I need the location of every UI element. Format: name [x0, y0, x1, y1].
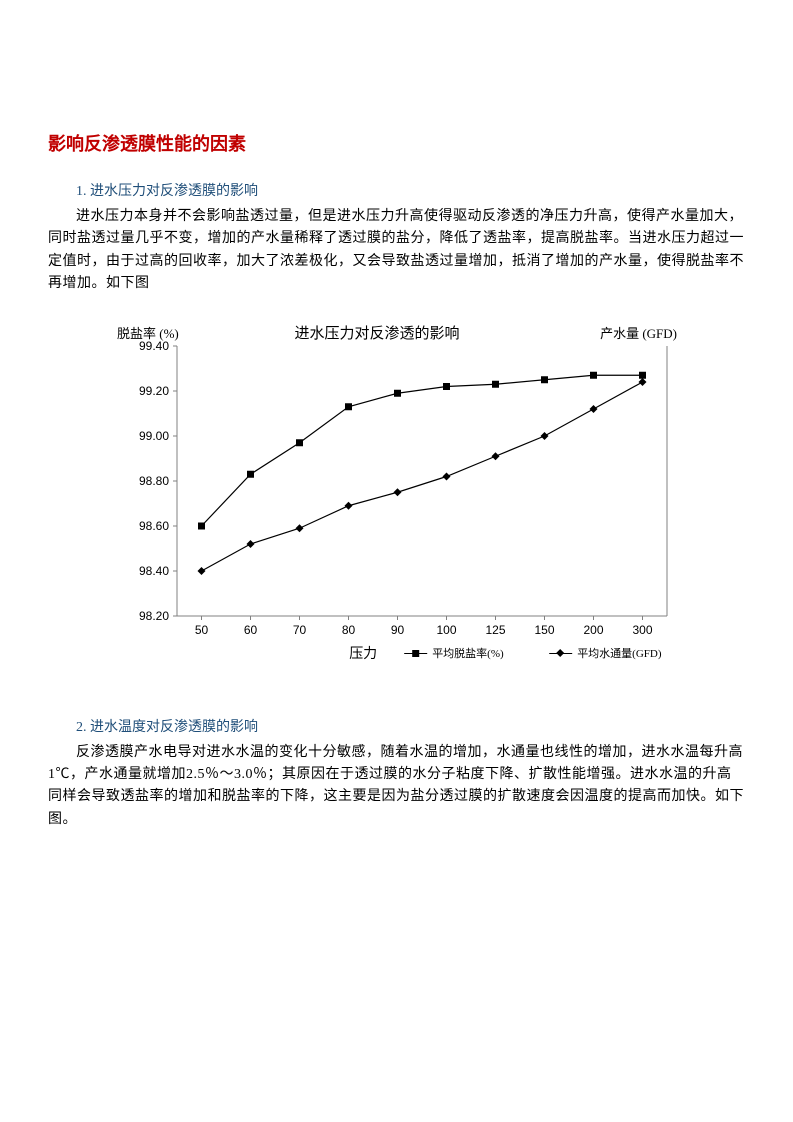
section2-title: 2. 进水温度对反渗透膜的影响	[48, 716, 745, 736]
svg-text:99.40: 99.40	[138, 339, 168, 353]
main-title: 影响反渗透膜性能的因素	[48, 130, 745, 156]
svg-text:99.00: 99.00	[138, 429, 168, 443]
svg-text:98.80: 98.80	[138, 474, 168, 488]
section1-paragraph: 进水压力本身并不会影响盐透过量，但是进水压力升高使得驱动反渗透的净压力升高，使得…	[48, 206, 745, 296]
svg-text:300: 300	[632, 623, 652, 637]
svg-text:60: 60	[243, 623, 257, 637]
svg-text:平均脱盐率(%): 平均脱盐率(%)	[432, 646, 504, 660]
svg-text:98.20: 98.20	[138, 609, 168, 623]
pressure-chart: 进水压力对反渗透的影响脱盐率 (%)产水量 (GFD)98.2098.4098.…	[107, 316, 687, 676]
section1-title: 1. 进水压力对反渗透膜的影响	[48, 180, 745, 200]
svg-text:125: 125	[485, 623, 505, 637]
section2-paragraph: 反渗透膜产水电导对进水水温的变化十分敏感，随着水温的增加，水通量也线性的增加，进…	[48, 742, 745, 832]
svg-text:98.40: 98.40	[138, 564, 168, 578]
svg-text:100: 100	[436, 623, 456, 637]
svg-text:80: 80	[341, 623, 355, 637]
svg-text:50: 50	[194, 623, 208, 637]
svg-text:90: 90	[390, 623, 404, 637]
svg-text:平均水通量(GFD): 平均水通量(GFD)	[577, 647, 662, 660]
svg-text:压力: 压力	[349, 646, 377, 662]
svg-text:产水量 (GFD): 产水量 (GFD)	[600, 326, 677, 341]
svg-text:98.60: 98.60	[138, 519, 168, 533]
chart-svg: 进水压力对反渗透的影响脱盐率 (%)产水量 (GFD)98.2098.4098.…	[107, 316, 687, 676]
svg-text:150: 150	[534, 623, 554, 637]
svg-text:进水压力对反渗透的影响: 进水压力对反渗透的影响	[294, 325, 459, 342]
svg-text:70: 70	[292, 623, 306, 637]
svg-text:200: 200	[583, 623, 603, 637]
svg-text:99.20: 99.20	[138, 384, 168, 398]
